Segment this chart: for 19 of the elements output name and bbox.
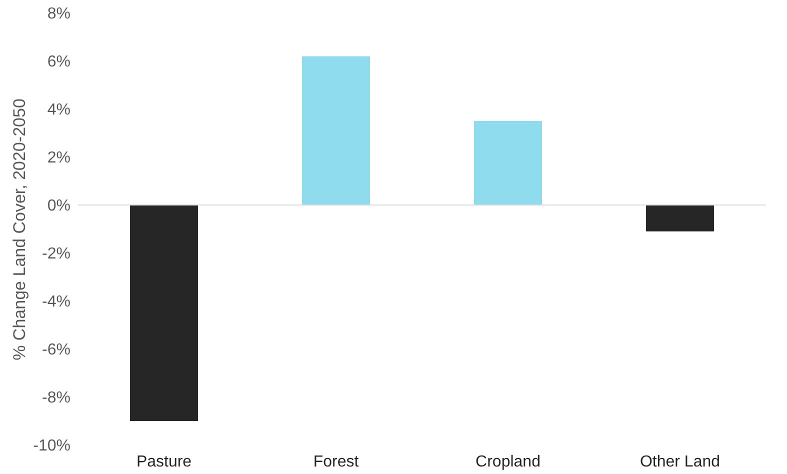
y-tick-label: -8% xyxy=(42,390,70,406)
y-tick-label: 4% xyxy=(47,102,70,118)
y-tick-label: -2% xyxy=(42,246,70,262)
y-tick-label: 6% xyxy=(47,54,70,70)
x-tick-label: Cropland xyxy=(476,454,540,470)
y-tick-label: -10% xyxy=(33,438,70,454)
bar xyxy=(130,205,198,421)
y-tick-label: -4% xyxy=(42,294,70,310)
bar xyxy=(646,205,714,232)
x-tick-label: Pasture xyxy=(136,454,192,470)
y-tick-label: -6% xyxy=(42,342,70,358)
y-tick-label: 0% xyxy=(47,198,70,214)
bar xyxy=(302,56,370,205)
x-tick-label: Forest xyxy=(313,454,360,470)
y-tick-label: 8% xyxy=(47,6,70,22)
y-axis-title: % Change Land Cover, 2020-2050 xyxy=(10,98,30,360)
y-tick-label: 2% xyxy=(47,150,70,166)
bar xyxy=(474,121,542,205)
x-tick-label: Other Land xyxy=(640,454,720,470)
